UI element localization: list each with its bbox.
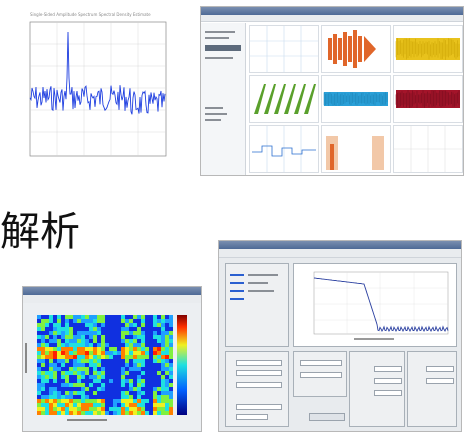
- plot-tile-orange-blocks[interactable]: [321, 125, 391, 173]
- plot-tile-empty-grid-1[interactable]: [249, 25, 319, 73]
- fft-plot-canvas: [29, 21, 167, 157]
- design-method-field[interactable]: [236, 370, 282, 376]
- plot-tile-yellow-noise[interactable]: [393, 25, 463, 73]
- plot-tile-empty-grid-2[interactable]: [393, 125, 463, 173]
- order-field[interactable]: [236, 414, 268, 420]
- apass-field[interactable]: [426, 366, 454, 372]
- window-titlebar[interactable]: [201, 7, 463, 15]
- spectrogram-window: [22, 286, 202, 432]
- spectrogram-titlebar[interactable]: [23, 287, 201, 295]
- design-filter-button[interactable]: [309, 413, 345, 421]
- window-sidebar: [201, 23, 246, 175]
- section-label: 解析: [0, 209, 80, 255]
- frequency-specs-panel: [349, 351, 405, 427]
- filter-type-field[interactable]: [236, 382, 282, 388]
- response-type-field[interactable]: [236, 360, 282, 366]
- minimum-order-field[interactable]: [300, 372, 342, 378]
- astop-field[interactable]: [426, 378, 454, 384]
- spectrogram-canvas: [23, 303, 201, 431]
- filter-titlebar[interactable]: [219, 241, 461, 249]
- plot-tile-cyan-noise[interactable]: [321, 75, 391, 123]
- signal-analyzer-window: [200, 6, 464, 176]
- plot-tile-green-sawtooth[interactable]: [249, 75, 319, 123]
- fstop-field[interactable]: [374, 390, 402, 396]
- fft-plot-title: Single-Sided Amplitude Spectrum Spectral…: [30, 12, 151, 17]
- fft-series-line: [29, 31, 166, 115]
- fs-field[interactable]: [374, 366, 402, 372]
- plot-tile-blue-steps[interactable]: [249, 125, 319, 173]
- filter-response-panel: [293, 263, 457, 347]
- specify-order-field[interactable]: [300, 360, 342, 366]
- filter-design-window: [218, 240, 462, 432]
- plot-tile-crimson-noise[interactable]: [393, 75, 463, 123]
- filter-type-panel: [225, 351, 289, 427]
- structure-field[interactable]: [236, 404, 282, 410]
- fft-spectrum-figure: Single-Sided Amplitude Spectrum Spectral…: [8, 8, 170, 168]
- plot-tile-orange-bursts[interactable]: [321, 25, 391, 73]
- filter-specs-panel: [225, 263, 289, 347]
- sidebar-selected-item[interactable]: [205, 45, 241, 51]
- spectrogram-colorbar: [177, 315, 187, 415]
- window-menubar[interactable]: [201, 15, 463, 22]
- filter-toolbar[interactable]: [219, 249, 461, 258]
- magnitude-specs-panel: [407, 351, 457, 427]
- fpass-field[interactable]: [374, 378, 402, 384]
- filter-order-panel: [293, 351, 347, 397]
- filter-response-line: [313, 277, 449, 332]
